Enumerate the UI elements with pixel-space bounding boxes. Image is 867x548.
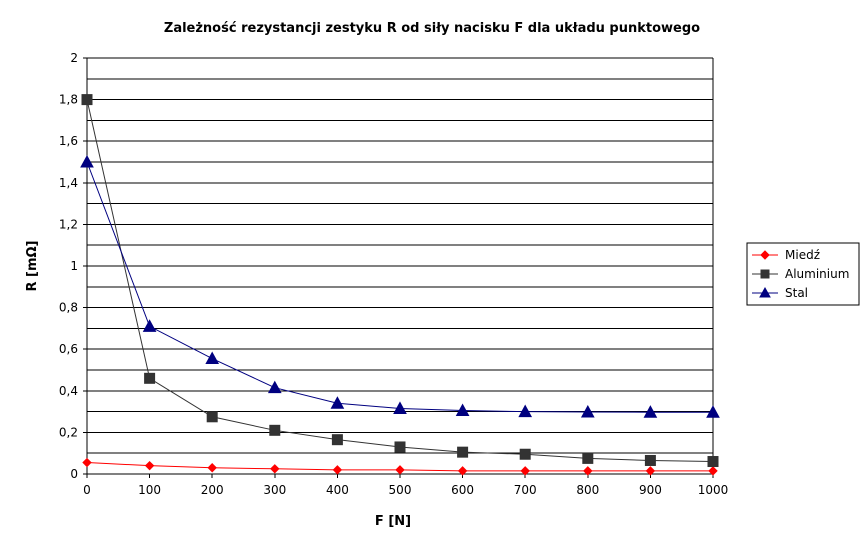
y-tick-label: 1,6 [59, 134, 78, 148]
data-point-square [707, 456, 719, 468]
x-axis-label: F [N] [375, 514, 411, 529]
x-tick-label: 900 [639, 483, 662, 497]
data-point-triangle [518, 404, 533, 418]
legend-label: Aluminium [785, 267, 849, 281]
data-point-triangle [393, 401, 407, 414]
data-point-diamond [82, 457, 92, 468]
data-point-diamond [708, 466, 718, 476]
data-point-square [644, 454, 656, 466]
data-point-diamond [645, 466, 656, 476]
legend-item-stal: Stal [752, 286, 808, 300]
chart-title: Zależność rezystancji zestyku R od siły … [164, 21, 700, 36]
x-tick-label: 400 [326, 483, 349, 497]
data-point-diamond [144, 460, 155, 471]
data-point-diamond [395, 465, 405, 475]
y-axis-label: R [mΩ] [25, 240, 40, 291]
legend-item-aluminium: Aluminium [752, 267, 849, 281]
data-point-diamond [270, 464, 280, 474]
y-tick-label: 1 [70, 259, 78, 273]
y-tick-label: 0,4 [59, 384, 78, 398]
data-point-diamond [520, 466, 530, 476]
data-point-diamond [207, 463, 217, 473]
data-point-square [582, 452, 594, 464]
legend-item-miedź: Miedź [752, 248, 820, 262]
y-tick-label: 1,4 [59, 176, 78, 190]
x-tick-label: 600 [451, 483, 474, 497]
data-point-square [457, 446, 469, 458]
data-point-diamond [583, 466, 593, 476]
x-tick-label: 500 [389, 483, 412, 497]
data-point-square [144, 372, 156, 384]
data-point-triangle [80, 154, 94, 168]
y-tick-label: 2 [70, 51, 78, 65]
data-point-triangle [267, 380, 282, 394]
y-tick-label: 1,2 [59, 217, 78, 231]
x-tick-label: 700 [514, 483, 537, 497]
x-tick-label: 800 [576, 483, 599, 497]
grid [87, 57, 714, 474]
y-tick-label: 0,6 [59, 342, 78, 356]
series-aluminium [81, 94, 719, 468]
series-layer [80, 94, 720, 476]
data-point-triangle [455, 403, 470, 417]
y-tick-label: 0,2 [59, 425, 78, 439]
data-point-square [269, 424, 281, 436]
data-point-triangle [205, 351, 220, 365]
data-point-diamond [332, 465, 343, 475]
data-point-square [519, 448, 531, 460]
data-point-square [331, 434, 343, 446]
y-tick-label: 1,8 [59, 93, 78, 107]
legend: Miedź Aluminium Stal [746, 242, 860, 306]
data-point-square [206, 411, 218, 423]
legend-label: Stal [785, 286, 808, 300]
data-point-triangle [759, 286, 771, 298]
axes: 0 0,2 0,4 0,6 0,8 1 1,2 1,4 1,6 1,8 2 0 100 200 300 400… [59, 51, 728, 497]
y-tick-label: 0,8 [59, 301, 78, 315]
data-point-square [760, 269, 770, 279]
legend-label: Miedź [785, 248, 820, 262]
data-point-triangle [706, 405, 720, 418]
x-tick-label: 1000 [698, 483, 729, 497]
data-point-triangle [580, 404, 595, 418]
series-miedź [82, 457, 718, 476]
x-tick-label: 100 [138, 483, 161, 497]
data-point-square [81, 94, 93, 106]
x-tick-label: 300 [263, 483, 286, 497]
x-tick-label: 0 [83, 483, 91, 497]
data-point-diamond [457, 466, 468, 476]
x-tick-label: 200 [201, 483, 224, 497]
data-point-diamond [760, 250, 770, 260]
series-stal [80, 154, 720, 418]
data-point-triangle [330, 396, 345, 409]
data-point-square [394, 441, 406, 453]
y-tick-label: 0 [70, 467, 78, 481]
data-point-triangle [643, 405, 658, 418]
data-point-triangle [142, 319, 157, 332]
